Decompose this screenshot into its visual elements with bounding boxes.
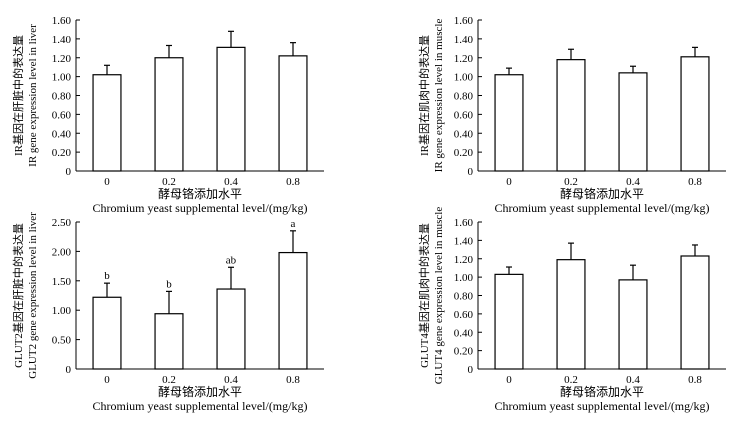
y-tick-label: 0.50	[52, 335, 72, 347]
x-axis-title-en: Chromium yeast supplemental level/(mg/kg…	[93, 201, 308, 215]
significance-letter: b	[166, 278, 172, 290]
y-tick-label: 0.40	[52, 128, 72, 140]
y-tick-label: 0.80	[454, 91, 474, 103]
y-tick-label: 1.00	[52, 72, 72, 84]
y-tick-label: 1.20	[52, 53, 72, 65]
y-tick-label: 1.00	[52, 305, 72, 317]
x-tick-label: 0.4	[224, 176, 238, 188]
y-tick-label: 2.50	[52, 217, 72, 229]
significance-letter: b	[104, 270, 110, 282]
y-tick-label: 0.60	[454, 109, 474, 121]
bar	[92, 74, 122, 172]
y-tick-label: 0	[468, 166, 474, 178]
y-tick-label: 0.80	[52, 91, 72, 103]
y-tick-label: 0.20	[454, 147, 474, 159]
x-tick-label: 0.4	[626, 176, 640, 188]
y-axis-title-en: GLUT2 gene expression level in liver	[27, 212, 39, 379]
y-tick-label: 0.40	[454, 327, 474, 339]
significance-letter: a	[291, 218, 296, 230]
x-tick-label: 0	[104, 176, 110, 188]
chart-panel-3: 0 0.50 1.00 1.50 2.00 2.50 b 0 b 0.2 ab 0.4 a 0.8 酵母铬添…	[11, 212, 324, 413]
y-tick-label: 0.80	[454, 291, 474, 303]
y-axis-title-en: IR gene expression level in muscle	[433, 19, 445, 173]
bar	[618, 72, 648, 172]
y-axis-title-cn: GLUT4基因在肌肉中的表达量	[417, 223, 431, 368]
x-tick-label: 0.8	[688, 374, 702, 386]
x-axis-title-cn: 酵母铬添加水平	[158, 186, 242, 201]
y-tick-label: 0.60	[52, 109, 72, 121]
x-tick-label: 0.8	[286, 374, 300, 386]
bar	[154, 57, 184, 172]
y-axis-title-en: GLUT4 gene expression level in muscle	[433, 207, 445, 385]
x-axis-title-en: Chromium yeast supplemental level/(mg/kg…	[495, 201, 710, 215]
bar	[680, 255, 710, 370]
y-tick-label: 0.20	[52, 147, 72, 159]
x-tick-label: 0	[506, 374, 512, 386]
bar	[494, 273, 524, 370]
x-axis-title-cn: 酵母铬添加水平	[158, 384, 242, 399]
y-tick-label: 1.60	[52, 15, 72, 27]
x-tick-label: 0.4	[224, 374, 238, 386]
y-tick-label: 1.50	[52, 276, 72, 288]
bar	[680, 56, 710, 172]
y-tick-label: 1.40	[52, 34, 72, 46]
y-tick-label: 1.00	[454, 272, 474, 284]
y-axis-title-en: IR gene expression level in liver	[27, 24, 39, 167]
x-tick-label: 0.2	[564, 374, 578, 386]
x-tick-label: 0.2	[162, 374, 176, 386]
y-tick-label: 0	[66, 364, 72, 376]
y-tick-label: 0	[66, 166, 72, 178]
bar	[494, 74, 524, 172]
y-axis-title-cn: IR基因在肌肉中的表达量	[417, 35, 431, 156]
bar	[278, 55, 308, 172]
y-tick-label: 1.00	[454, 72, 474, 84]
bar	[216, 46, 246, 172]
y-tick-label: 0	[468, 364, 474, 376]
x-axis-title-en: Chromium yeast supplemental level/(mg/kg…	[495, 399, 710, 413]
y-tick-label: 1.20	[454, 254, 474, 266]
significance-letter: ab	[226, 254, 237, 266]
y-tick-label: 1.60	[454, 217, 474, 229]
y-tick-label: 1.40	[454, 34, 474, 46]
y-tick-label: 1.60	[454, 15, 474, 27]
bar	[278, 251, 308, 370]
x-tick-label: 0	[506, 176, 512, 188]
x-tick-label: 0.8	[688, 176, 702, 188]
y-tick-label: 2.00	[52, 246, 72, 258]
x-tick-label: 0.2	[162, 176, 176, 188]
x-tick-label: 0.4	[626, 374, 640, 386]
bar	[556, 259, 586, 370]
y-tick-label: 0.40	[454, 128, 474, 140]
chart-panel-1: 0 0.20 0.40 0.60 0.80 1.00 1.20 1.40 1.60 0 0.2 0.4…	[11, 15, 324, 215]
bar	[216, 288, 246, 370]
y-tick-label: 0.20	[454, 346, 474, 358]
x-axis-title-cn: 酵母铬添加水平	[560, 186, 644, 201]
chart-panel-4: 0 0.20 0.40 0.60 0.80 1.00 1.20 1.40 1.60 0 0.2 0.4…	[417, 207, 726, 413]
y-tick-label: 0.60	[454, 309, 474, 321]
x-tick-label: 0	[104, 374, 110, 386]
x-tick-label: 0.8	[286, 176, 300, 188]
x-axis-title-cn: 酵母铬添加水平	[560, 384, 644, 399]
bar	[92, 296, 122, 370]
bar	[618, 279, 648, 370]
x-axis-title-en: Chromium yeast supplemental level/(mg/kg…	[93, 399, 308, 413]
bar	[154, 313, 184, 370]
y-axis-title-cn: IR基因在肝脏中的表达量	[11, 35, 25, 156]
y-tick-label: 1.20	[454, 53, 474, 65]
x-tick-label: 0.2	[564, 176, 578, 188]
bar	[556, 59, 586, 172]
y-axis-title-cn: GLUT2基因在肝脏中的表达量	[11, 223, 25, 368]
chart-panel-2: 0 0.20 0.40 0.60 0.80 1.00 1.20 1.40 1.60 0 0.2 0.4…	[417, 15, 726, 215]
y-tick-label: 1.40	[454, 235, 474, 247]
